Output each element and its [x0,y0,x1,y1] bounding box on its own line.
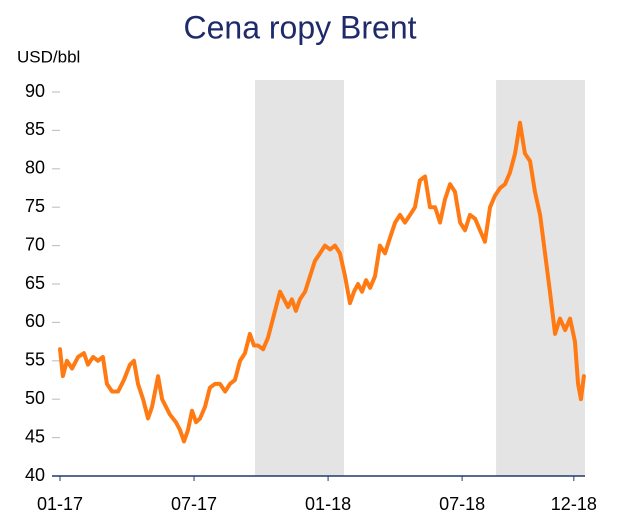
price-line [58,120,586,444]
x-tick-label: 01-18 [305,494,351,514]
shaded-periods [255,80,585,476]
y-axis-label: USD/bbl [17,47,80,66]
chart-title: Cena ropy Brent [183,9,416,45]
axes: 40 45 50 55 60 65 70 75 80 85 90 01-17 07-17 01-18 07-… [25,81,597,514]
y-tick-label: 60 [25,311,45,331]
y-tick-label: 85 [25,119,45,139]
x-tick-label: 12-18 [551,494,597,514]
x-tick-label: 07-18 [439,494,485,514]
shaded-period [255,80,344,476]
y-tick-label: 50 [25,388,45,408]
y-tick-label: 75 [25,196,45,216]
y-tick-label: 70 [25,234,45,254]
x-tick-label: 01-17 [37,494,83,514]
y-tick-label: 40 [25,465,45,485]
x-tick-label: 07-17 [171,494,217,514]
y-tick-label: 80 [25,158,45,178]
shaded-period [496,80,585,476]
y-tick-label: 65 [25,273,45,293]
y-tick-label: 55 [25,350,45,370]
lines [58,120,586,444]
y-tick-label: 90 [25,81,45,101]
y-tick-label: 45 [25,426,45,446]
